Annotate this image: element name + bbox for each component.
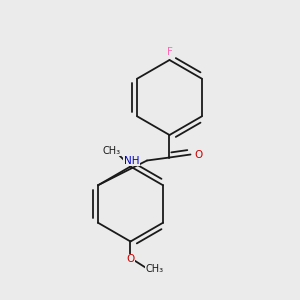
Text: CH₃: CH₃ [146, 263, 164, 274]
Text: O: O [126, 254, 135, 265]
Text: F: F [167, 47, 172, 58]
Text: O: O [195, 149, 203, 160]
Text: NH: NH [124, 155, 140, 166]
Text: CH₃: CH₃ [103, 146, 121, 156]
